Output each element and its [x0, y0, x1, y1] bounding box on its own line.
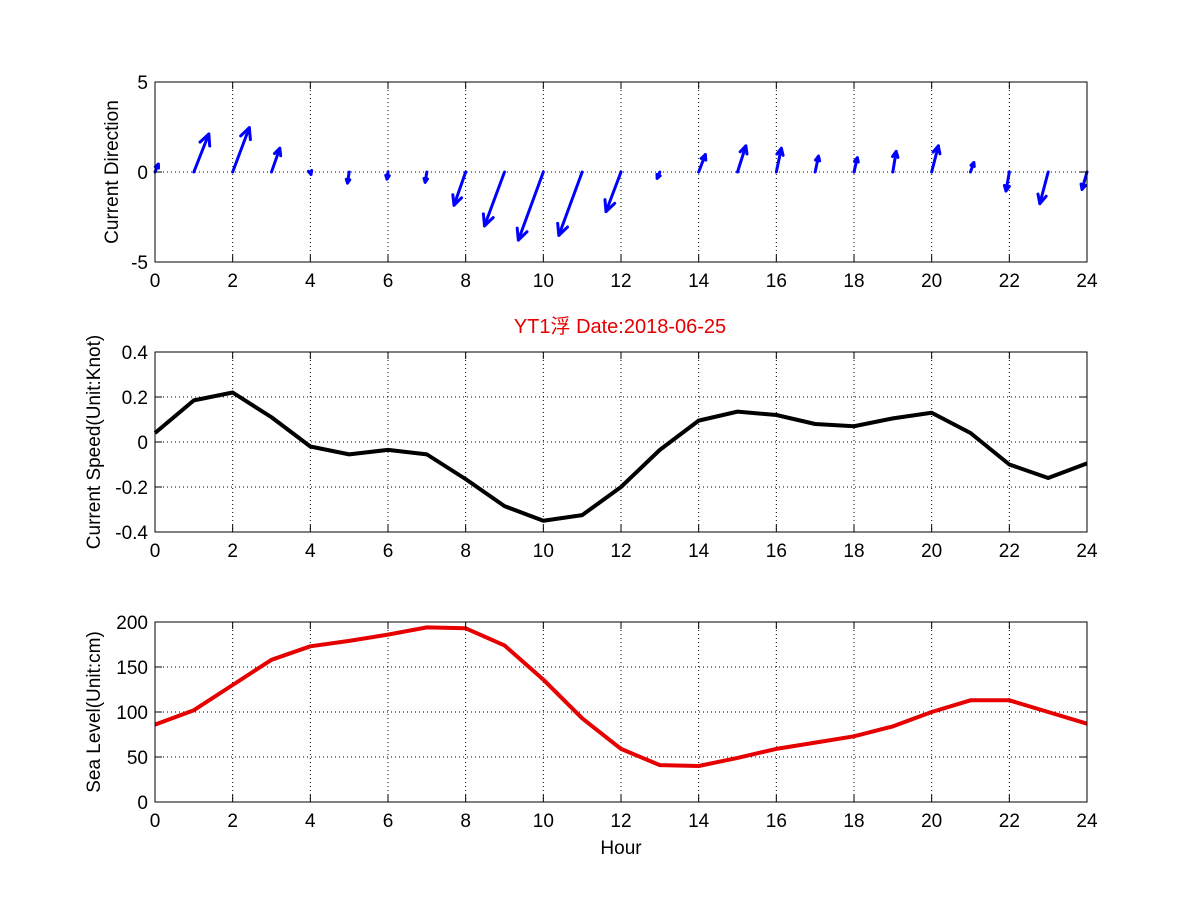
current-speed-panel: 0 2 4 6 8 10 12 14 16 18 20 22 24-0.4-0.200.20.4Curr… [84, 335, 1098, 562]
x-tick-label: 4 [305, 811, 316, 832]
x-tick-label: 10 [533, 811, 554, 832]
x-tick-label: 0 [150, 541, 161, 562]
current-arrow [451, 170, 468, 207]
x-tick-label: 10 [533, 271, 554, 292]
y-tick-label: 0.4 [122, 343, 149, 364]
x-axis-label: Hour [600, 838, 642, 859]
y-tick-label: 100 [116, 703, 148, 724]
y-tick-label: 150 [116, 658, 148, 679]
x-tick-label: 18 [843, 271, 864, 292]
x-tick-label: 4 [305, 271, 316, 292]
x-tick-label: 22 [999, 811, 1020, 832]
x-tick-label: 8 [460, 271, 471, 292]
x-tick-label: 12 [610, 811, 631, 832]
y-tick-label: 0.2 [122, 388, 148, 409]
x-tick-label: 8 [460, 811, 471, 832]
x-tick-label: 18 [843, 811, 864, 832]
x-tick-label: 24 [1076, 811, 1098, 832]
x-tick-label: 22 [999, 541, 1020, 562]
x-tick-label: 16 [766, 271, 787, 292]
y-tick-label: 5 [137, 73, 148, 94]
figure-title: YT1浮 Date:2018-06-25 [514, 315, 726, 338]
current-arrow [515, 170, 545, 242]
y-tick-label: 0 [137, 163, 148, 184]
x-tick-label: 6 [383, 541, 394, 562]
current-arrow [153, 162, 161, 174]
x-tick-label: 8 [460, 541, 471, 562]
x-tick-label: 0 [150, 811, 161, 832]
current-arrow [891, 149, 900, 174]
current-arrow [813, 154, 822, 174]
y-tick-label: 50 [127, 748, 148, 769]
x-tick-label: 6 [383, 811, 394, 832]
y-tick-label: -5 [131, 253, 148, 274]
current-arrow [384, 170, 391, 181]
y-axis-label: Current Direction [102, 100, 123, 244]
y-tick-label: 0 [137, 793, 148, 814]
x-tick-label: 10 [533, 541, 554, 562]
series-line [153, 390, 1088, 523]
x-tick-label: 20 [921, 811, 942, 832]
current-arrow [1036, 170, 1050, 206]
current-arrow [422, 170, 429, 184]
x-tick-label: 6 [383, 271, 394, 292]
x-tick-label: 14 [688, 271, 710, 292]
current-arrow [736, 144, 749, 174]
current-arrow [556, 170, 584, 237]
current-arrow [774, 146, 785, 174]
y-axis-label: Current Speed(Unit:Knot) [84, 335, 105, 549]
x-tick-label: 16 [766, 541, 787, 562]
x-tick-label: 24 [1076, 271, 1098, 292]
current-arrow [270, 146, 283, 174]
x-tick-label: 2 [227, 271, 238, 292]
current-arrow [231, 126, 252, 174]
y-tick-label: 0 [137, 433, 148, 454]
y-tick-label: -0.4 [115, 523, 148, 544]
x-tick-label: 16 [766, 811, 787, 832]
x-tick-label: 14 [688, 811, 710, 832]
current-arrow [655, 170, 662, 180]
x-tick-label: 24 [1076, 541, 1098, 562]
y-axis-label: Sea Level(Unit:cm) [84, 631, 105, 793]
y-tick-label: -0.2 [115, 478, 148, 499]
x-tick-label: 0 [150, 271, 161, 292]
current-arrow [1079, 170, 1089, 191]
x-tick-label: 20 [921, 541, 942, 562]
x-tick-label: 2 [227, 541, 238, 562]
x-tick-label: 12 [610, 541, 631, 562]
x-tick-label: 12 [610, 271, 631, 292]
x-tick-label: 22 [999, 271, 1020, 292]
current-arrow [969, 160, 976, 174]
current-arrow [306, 168, 314, 176]
current-arrow [697, 153, 708, 174]
y-tick-label: 200 [116, 613, 148, 634]
series-line [154, 625, 1088, 768]
current-arrow [1002, 170, 1011, 193]
current-arrow [344, 170, 352, 185]
x-tick-label: 14 [688, 541, 710, 562]
current-arrow [603, 170, 623, 214]
x-tick-label: 4 [305, 541, 316, 562]
x-tick-label: 2 [227, 811, 238, 832]
current-arrow [192, 132, 212, 174]
current-arrow [930, 144, 942, 174]
x-tick-label: 20 [921, 271, 942, 292]
x-tick-label: 18 [843, 541, 864, 562]
current-arrow [852, 156, 860, 174]
current-arrow [481, 170, 506, 228]
